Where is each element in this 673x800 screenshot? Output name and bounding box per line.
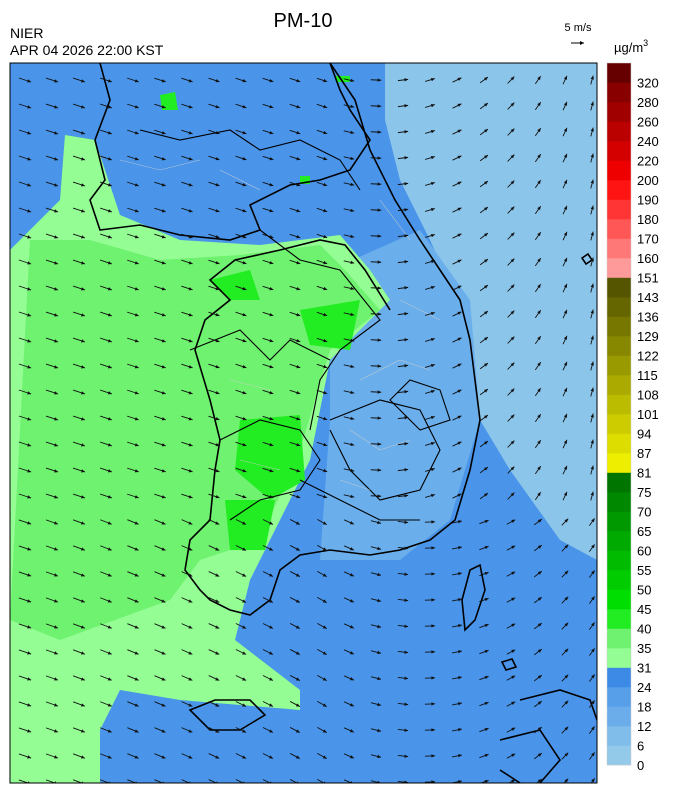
colorbar-label: 180	[637, 212, 659, 227]
colorbar-label: 24	[637, 680, 651, 695]
wind-scale-label: 5 m/s	[565, 22, 592, 34]
colorbar-swatch	[607, 83, 631, 103]
map	[10, 63, 597, 786]
colorbar-swatch	[607, 336, 631, 356]
colorbar-label: 115	[637, 368, 658, 383]
colorbar-label: 81	[637, 466, 651, 481]
colorbar-unit: µg/m3	[614, 38, 648, 55]
colorbar-swatch	[607, 63, 631, 83]
colorbar-swatch	[607, 434, 631, 454]
colorbar-label: 75	[637, 485, 651, 500]
colorbar-swatch	[607, 473, 631, 493]
colorbar-label: 143	[637, 290, 659, 305]
colorbar-swatch	[607, 395, 631, 415]
colorbar-swatch	[607, 141, 631, 161]
colorbar-label: 101	[637, 407, 659, 422]
colorbar-swatch	[607, 122, 631, 142]
colorbar-label: 40	[637, 622, 651, 637]
colorbar-swatch	[607, 200, 631, 220]
colorbar-label: 190	[637, 193, 659, 208]
colorbar-label: 94	[637, 427, 651, 442]
colorbar-swatch	[607, 102, 631, 122]
colorbar-label: 31	[637, 661, 651, 676]
colorbar-label: 260	[637, 115, 659, 130]
colorbar-label: 108	[637, 388, 659, 403]
colorbar-label: 6	[637, 739, 644, 754]
colorbar-swatch	[607, 278, 631, 298]
colorbar-swatch	[607, 551, 631, 571]
colorbar-label: 18	[637, 700, 651, 715]
colorbar-swatch	[607, 161, 631, 181]
colorbar-swatch	[607, 726, 631, 746]
colorbar-label: 0	[637, 758, 644, 773]
colorbar-label: 240	[637, 134, 659, 149]
colorbar-swatch	[607, 492, 631, 512]
colorbar-swatch	[607, 239, 631, 259]
colorbar-label: 151	[637, 271, 659, 286]
colorbar-label: 160	[637, 251, 659, 266]
colorbar-label: 220	[637, 154, 659, 169]
colorbar-swatch	[607, 531, 631, 551]
colorbar-label: 320	[637, 76, 659, 91]
colorbar-swatch	[607, 375, 631, 395]
colorbar-label: 12	[637, 719, 651, 734]
colorbar-label: 35	[637, 641, 651, 656]
colorbar-label: 55	[637, 563, 651, 578]
colorbar-swatch	[607, 668, 631, 688]
colorbar-swatch	[607, 297, 631, 317]
colorbar-swatch	[607, 609, 631, 629]
colorbar-label: 60	[637, 544, 651, 559]
colorbar-swatch	[607, 746, 631, 766]
colorbar-label: 200	[637, 173, 659, 188]
timestamp: APR 04 2026 22:00 KST	[10, 42, 164, 58]
colorbar-swatch	[607, 570, 631, 590]
colorbar-swatch	[607, 453, 631, 473]
colorbar-swatch	[607, 414, 631, 434]
colorbar-label: 122	[637, 349, 659, 364]
colorbar-swatch	[607, 356, 631, 376]
colorbar-swatch	[607, 219, 631, 239]
colorbar-label: 136	[637, 310, 659, 325]
colorbar-label: 280	[637, 95, 659, 110]
colorbar-swatch	[607, 590, 631, 610]
colorbar-label: 70	[637, 505, 651, 520]
colorbar-swatch	[607, 629, 631, 649]
colorbar-label: 170	[637, 232, 659, 247]
colorbar-swatch	[607, 707, 631, 727]
colorbar-label: 87	[637, 446, 651, 461]
colorbar: 0 6 12 18 24 31 35 40 45 50 55 60 65 70 75 81 87 94 101 108…	[607, 63, 659, 773]
colorbar-label: 129	[637, 329, 659, 344]
colorbar-label: 45	[637, 602, 651, 617]
colorbar-swatch	[607, 512, 631, 532]
colorbar-swatch	[607, 258, 631, 278]
colorbar-swatch	[607, 317, 631, 337]
wind-scale-arrow	[571, 41, 584, 45]
title: PM-10	[274, 10, 333, 32]
colorbar-swatch	[607, 687, 631, 707]
colorbar-swatch	[607, 180, 631, 200]
agency: NIER	[10, 25, 43, 41]
colorbar-label: 65	[637, 524, 651, 539]
colorbar-swatch	[607, 648, 631, 668]
colorbar-label: 50	[637, 583, 651, 598]
